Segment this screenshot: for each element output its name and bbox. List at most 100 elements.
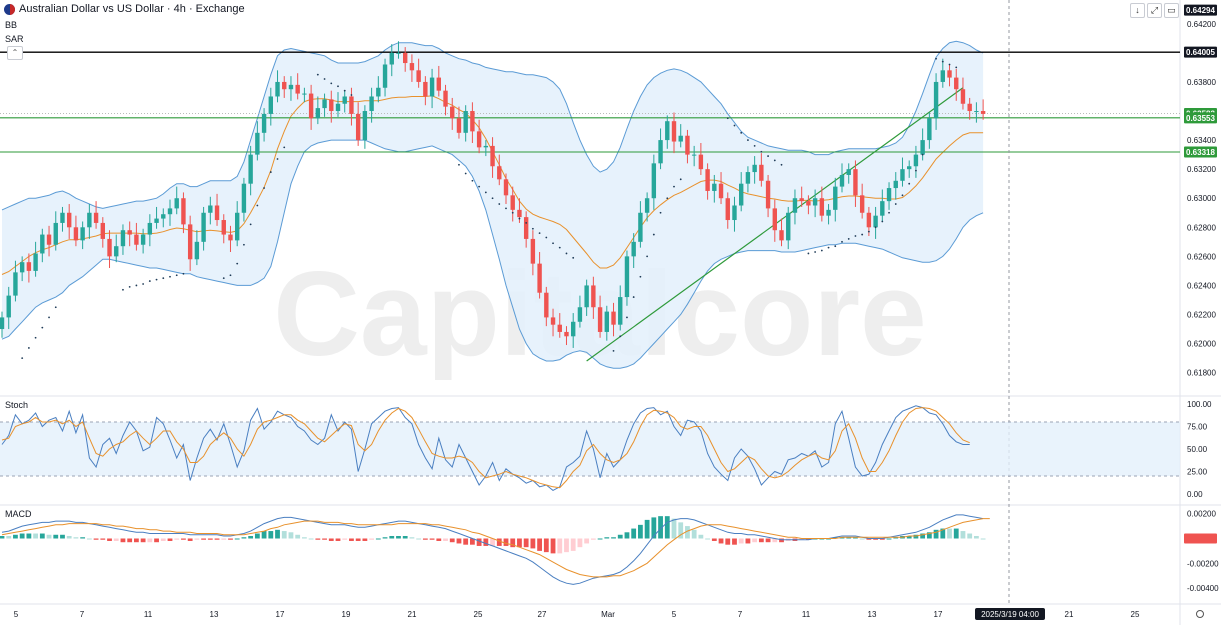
sar-dot — [733, 124, 736, 127]
macd-histogram-bar — [140, 538, 146, 543]
sar-dot — [169, 275, 171, 278]
stoch-tick-label: 0.00 — [1187, 490, 1203, 499]
macd-histogram-bar — [557, 538, 563, 554]
macd-histogram-bar — [772, 538, 778, 543]
macd-histogram-bar — [436, 538, 442, 541]
macd-histogram-bar — [711, 538, 717, 541]
macd-histogram-bar — [73, 537, 79, 539]
macd-histogram-bar — [718, 538, 724, 544]
sar-dot — [350, 94, 353, 96]
candle-body — [557, 324, 562, 332]
stoch-d-line — [1, 407, 970, 489]
sar-dot — [128, 285, 131, 288]
macd-histogram-bar — [0, 536, 5, 539]
indicator-label-bb[interactable]: BB — [5, 20, 18, 30]
macd-histogram-bar — [221, 538, 227, 540]
candle-body — [544, 292, 549, 318]
sar-dot — [249, 223, 252, 226]
sar-dot — [827, 246, 830, 249]
candle-body — [470, 111, 475, 132]
sar-dot — [518, 217, 521, 220]
stoch-tick-label: 25.00 — [1187, 468, 1208, 477]
sar-dot — [673, 185, 675, 188]
download-icon[interactable]: ↓ — [1130, 3, 1145, 18]
candle-body — [691, 154, 697, 156]
sar-dot — [343, 89, 346, 92]
candle-body — [19, 262, 25, 273]
macd-histogram-bar — [913, 534, 919, 539]
macd-histogram-bar — [671, 518, 677, 539]
macd-histogram-bar — [953, 528, 959, 539]
candle-body — [201, 212, 206, 242]
candle-body — [900, 169, 905, 181]
macd-histogram-bar — [624, 532, 630, 539]
candle-body — [537, 263, 542, 293]
candle-body — [880, 201, 885, 216]
candle-body — [127, 230, 132, 235]
candle-body — [342, 96, 347, 104]
macd-histogram-bar — [664, 516, 670, 539]
sar-dot — [847, 238, 850, 240]
macd-histogram-bar — [960, 531, 966, 539]
fullscreen-icon[interactable]: ⤢ — [1147, 3, 1162, 18]
macd-histogram-bar — [80, 537, 86, 539]
macd-histogram-bar — [46, 534, 52, 539]
macd-histogram-bar — [758, 538, 764, 543]
macd-histogram-bar — [362, 538, 368, 541]
macd-histogram-bar — [597, 538, 603, 540]
sar-dot — [337, 85, 339, 88]
candle-body — [161, 214, 166, 219]
candle-body — [571, 321, 576, 337]
candle-body — [26, 262, 32, 271]
macd-histogram-bar — [308, 538, 314, 540]
candle-body — [503, 179, 509, 196]
candle-body — [853, 169, 858, 196]
candle-body — [960, 89, 966, 104]
candle-body — [725, 198, 730, 221]
price-tag-label: 0.63553 — [1186, 114, 1215, 123]
sar-dot — [854, 235, 857, 237]
sar-dot — [464, 172, 467, 175]
aud-usd-flag-icon — [4, 3, 15, 15]
candle-body — [349, 96, 354, 114]
macd-histogram-bar — [779, 538, 784, 543]
macd-histogram-bar — [369, 538, 374, 540]
x-tick-label: 13 — [210, 610, 219, 619]
macd-histogram-bar — [752, 538, 758, 543]
candle-body — [0, 317, 5, 330]
sar-dot — [162, 277, 165, 280]
candle-body — [248, 154, 253, 184]
candle-body — [873, 215, 878, 228]
candle-body — [812, 198, 818, 206]
candle-body — [799, 198, 804, 202]
macd-histogram-bar — [631, 528, 637, 539]
macd-histogram-bar — [543, 538, 549, 553]
macd-histogram-bar — [187, 538, 193, 541]
price-tick-label: 0.62800 — [1187, 223, 1216, 232]
sar-dot — [323, 78, 326, 80]
macd-histogram-bar — [839, 537, 845, 539]
macd-histogram-bar — [154, 538, 159, 543]
candle-body — [940, 70, 945, 82]
price-tick-label: 0.62400 — [1187, 281, 1216, 290]
macd-histogram-bar — [611, 537, 616, 539]
candle-body — [752, 164, 757, 173]
stoch-band-fill — [0, 422, 1180, 476]
x-tick-label: 17 — [934, 610, 943, 619]
macd-histogram-bar — [685, 526, 690, 539]
candle-body — [933, 81, 939, 119]
sar-dot — [679, 178, 682, 181]
sar-dot — [229, 274, 232, 277]
bb-upper-line — [1, 40, 984, 211]
candle-body — [463, 111, 468, 133]
candle-body — [288, 84, 294, 90]
collapse-indicators-icon[interactable]: ⌃ — [7, 46, 23, 60]
sar-dot — [901, 194, 904, 197]
candle-body — [275, 81, 280, 97]
indicator-label-sar[interactable]: SAR — [5, 34, 24, 44]
macd-histogram-bar — [19, 533, 25, 539]
snapshot-icon[interactable]: ▭ — [1164, 3, 1179, 18]
macd-histogram-bar — [382, 537, 388, 539]
candle-body — [779, 230, 784, 241]
